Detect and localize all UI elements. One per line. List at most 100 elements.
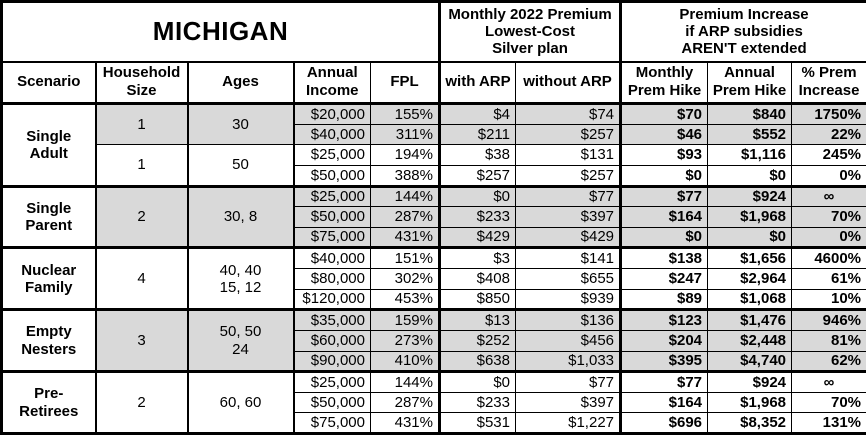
- cell-annual-prem-hike: $4,740: [707, 350, 793, 373]
- cell-monthly-prem-hike: $89: [619, 288, 709, 311]
- table-row: $60,000 273% $252 $456 $204 $2,448 81%: [2, 329, 866, 352]
- cell-annual-income: $80,000: [292, 268, 371, 290]
- cell-without-arp: $131: [514, 144, 622, 166]
- table-row: $40,000 311% $211 $257 $46 $552 22%: [2, 123, 866, 146]
- cell-annual-income: $60,000: [292, 329, 371, 352]
- cell-annual-income: $50,000: [292, 164, 371, 187]
- cell-without-arp: $77: [514, 184, 622, 208]
- cell-annual-income: $50,000: [292, 391, 371, 414]
- cell-household-size: 2: [94, 370, 188, 434]
- cell-pct-prem-increase: 0%: [791, 226, 866, 249]
- col-header-household-size: Household Size: [94, 61, 188, 105]
- cell-annual-prem-hike: $1,068: [707, 288, 793, 311]
- cell-without-arp: $397: [514, 206, 622, 228]
- cell-fpl: 431%: [370, 412, 440, 434]
- cell-with-arp: $233: [438, 391, 516, 414]
- cell-pct-prem-increase: 62%: [791, 350, 866, 373]
- cell-pct-prem-increase: 70%: [791, 391, 866, 414]
- cell-annual-income: $25,000: [292, 184, 371, 208]
- cell-monthly-prem-hike: $123: [619, 308, 709, 331]
- cell-without-arp: $397: [514, 391, 622, 414]
- cell-monthly-prem-hike: $0: [619, 164, 709, 187]
- cell-annual-income: $50,000: [292, 206, 371, 228]
- cell-household-size: 1: [94, 144, 188, 187]
- col-header-without-arp: without ARP: [514, 61, 622, 105]
- cell-with-arp: $408: [438, 268, 516, 290]
- cell-pct-prem-increase: 1750%: [791, 103, 866, 125]
- cell-annual-income: $120,000: [292, 288, 371, 311]
- table-row: $75,000 431% $429 $429 $0 $0 0%: [2, 226, 866, 249]
- cell-with-arp: $211: [438, 123, 516, 146]
- cell-pct-prem-increase: ∞: [791, 184, 866, 208]
- cell-without-arp: $456: [514, 329, 622, 352]
- cell-annual-prem-hike: $2,448: [707, 329, 793, 352]
- cell-annual-prem-hike: $552: [707, 123, 793, 146]
- table-row: Empty Nesters 3 50, 50 24 $35,000 159% $…: [1, 308, 866, 373]
- cell-without-arp: $136: [514, 308, 622, 331]
- cell-monthly-prem-hike: $77: [619, 184, 709, 208]
- table-title: MICHIGAN: [1, 1, 440, 63]
- cell-annual-prem-hike: $1,476: [707, 308, 793, 331]
- cell-fpl: 287%: [370, 391, 440, 414]
- table-row: $50,000 287% $233 $397 $164 $1,968 70%: [2, 206, 866, 228]
- cell-ages: 40, 40 15, 12: [186, 246, 294, 311]
- table-row: Single Adult 1 30 $20,000 155% $4 $74 $7…: [1, 102, 866, 187]
- cell-monthly-prem-hike: $696: [619, 412, 709, 434]
- group-header-increase: Premium Increase if ARP subsidies AREN'T…: [619, 1, 866, 63]
- cell-with-arp: $13: [438, 308, 516, 331]
- cell-fpl: 159%: [370, 308, 440, 331]
- cell-pct-prem-increase: 245%: [791, 144, 866, 166]
- cell-without-arp: $1,227: [514, 412, 622, 434]
- cell-monthly-prem-hike: $138: [619, 246, 709, 269]
- cell-with-arp: $233: [438, 206, 516, 228]
- cell-with-arp: $257: [438, 164, 516, 187]
- cell-fpl: 144%: [370, 370, 440, 393]
- cell-scenario: Pre- Retirees: [1, 370, 96, 434]
- cell-fpl: 388%: [370, 164, 440, 187]
- col-header-with-arp: with ARP: [438, 61, 516, 105]
- cell-annual-prem-hike: $1,968: [707, 206, 793, 228]
- cell-with-arp: $850: [438, 288, 516, 311]
- cell-fpl: 144%: [370, 184, 440, 208]
- cell-annual-income: $40,000: [292, 123, 371, 146]
- cell-with-arp: $0: [438, 184, 516, 208]
- cell-pct-prem-increase: 81%: [791, 329, 866, 352]
- col-header-monthly-prem-hike: Monthly Prem Hike: [619, 61, 709, 105]
- cell-with-arp: $252: [438, 329, 516, 352]
- cell-fpl: 287%: [370, 206, 440, 228]
- cell-household-size: 4: [94, 246, 188, 311]
- cell-ages: 30: [186, 102, 294, 146]
- cell-monthly-prem-hike: $247: [619, 268, 709, 290]
- cell-scenario: Empty Nesters: [1, 308, 96, 373]
- cell-monthly-prem-hike: $164: [619, 206, 709, 228]
- col-header-fpl: FPL: [370, 61, 440, 105]
- cell-annual-income: $35,000: [292, 308, 371, 331]
- cell-fpl: 194%: [370, 144, 440, 166]
- cell-fpl: 453%: [370, 288, 440, 311]
- cell-annual-prem-hike: $1,968: [707, 391, 793, 414]
- group-header-premium: Monthly 2022 Premium Lowest-Cost Silver …: [437, 1, 622, 63]
- cell-pct-prem-increase: 70%: [791, 206, 866, 228]
- cell-annual-income: $40,000: [292, 246, 371, 269]
- col-header-annual-income: Annual Income: [292, 61, 371, 105]
- cell-household-size: 3: [94, 308, 188, 373]
- cell-annual-prem-hike: $924: [707, 184, 793, 208]
- col-header-annual-prem-hike: Annual Prem Hike: [707, 61, 793, 105]
- cell-pct-prem-increase: 10%: [791, 288, 866, 311]
- cell-annual-prem-hike: $8,352: [707, 412, 793, 434]
- cell-fpl: 302%: [370, 268, 440, 290]
- cell-with-arp: $0: [438, 370, 516, 393]
- cell-household-size: 1: [94, 102, 188, 146]
- cell-without-arp: $257: [514, 164, 622, 187]
- table-row: Pre- Retirees 2 60, 60 $25,000 144% $0 $…: [1, 370, 866, 434]
- cell-with-arp: $38: [438, 144, 516, 166]
- cell-monthly-prem-hike: $93: [619, 144, 709, 166]
- cell-monthly-prem-hike: $70: [619, 103, 709, 125]
- cell-scenario: Single Parent: [1, 184, 96, 249]
- cell-monthly-prem-hike: $0: [619, 226, 709, 249]
- cell-monthly-prem-hike: $395: [619, 350, 709, 373]
- cell-annual-income: $75,000: [292, 412, 371, 434]
- table-row: $50,000 388% $257 $257 $0 $0 0%: [2, 164, 866, 187]
- cell-annual-income: $25,000: [292, 144, 371, 166]
- cell-ages: 60, 60: [186, 370, 294, 434]
